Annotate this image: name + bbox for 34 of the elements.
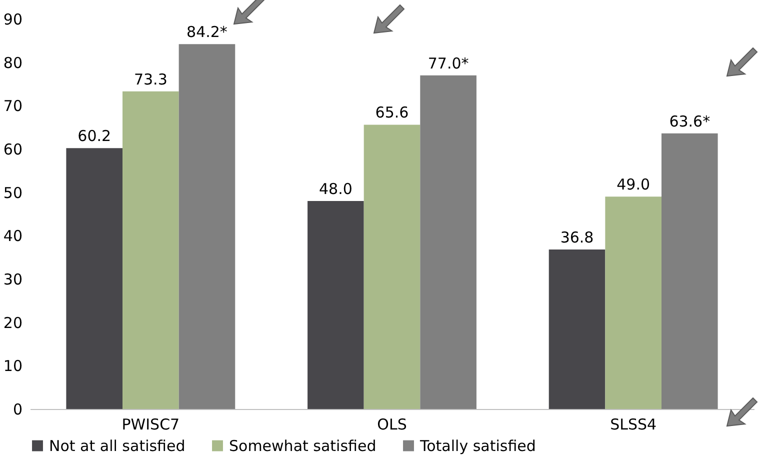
bar bbox=[548, 250, 606, 409]
data-label: 65.6 bbox=[375, 104, 409, 122]
data-label: 60.2 bbox=[78, 127, 112, 146]
y-tick-label: 50 bbox=[3, 184, 22, 202]
data-label: 77.0* bbox=[428, 54, 470, 72]
legend-label: Somewhat satisfied bbox=[229, 436, 376, 455]
x-tick-label: SLSS4 bbox=[610, 416, 657, 434]
y-tick-label: 60 bbox=[3, 140, 22, 158]
x-tick-label: OLS bbox=[377, 416, 407, 434]
x-tick-label: PWISC7 bbox=[122, 416, 180, 434]
y-tick-label: 90 bbox=[3, 10, 22, 28]
bar bbox=[178, 44, 236, 409]
data-label: 36.8 bbox=[560, 228, 594, 247]
bar bbox=[122, 91, 179, 409]
y-tick-label: 30 bbox=[3, 270, 22, 288]
bar bbox=[364, 124, 420, 409]
y-tick-label: 80 bbox=[3, 54, 22, 72]
bar bbox=[661, 133, 718, 409]
y-tick-label: 20 bbox=[3, 314, 22, 332]
bar bbox=[420, 75, 476, 409]
y-tick-label: 70 bbox=[3, 97, 22, 116]
y-tick-label: 10 bbox=[3, 357, 22, 376]
data-label: 73.3 bbox=[134, 70, 168, 88]
legend-label: Totally satisfied bbox=[419, 436, 536, 455]
bar bbox=[605, 196, 662, 409]
data-label: 84.2* bbox=[186, 23, 228, 42]
y-tick-label: 0 bbox=[12, 400, 22, 418]
data-label: 48.0 bbox=[318, 180, 352, 198]
legend-label: Not at all satisfied bbox=[49, 436, 186, 455]
y-tick-label: 40 bbox=[3, 227, 22, 246]
data-label: 63.6* bbox=[669, 112, 711, 130]
bar bbox=[66, 148, 123, 409]
data-label: 49.0 bbox=[616, 176, 650, 194]
bar bbox=[308, 201, 364, 409]
